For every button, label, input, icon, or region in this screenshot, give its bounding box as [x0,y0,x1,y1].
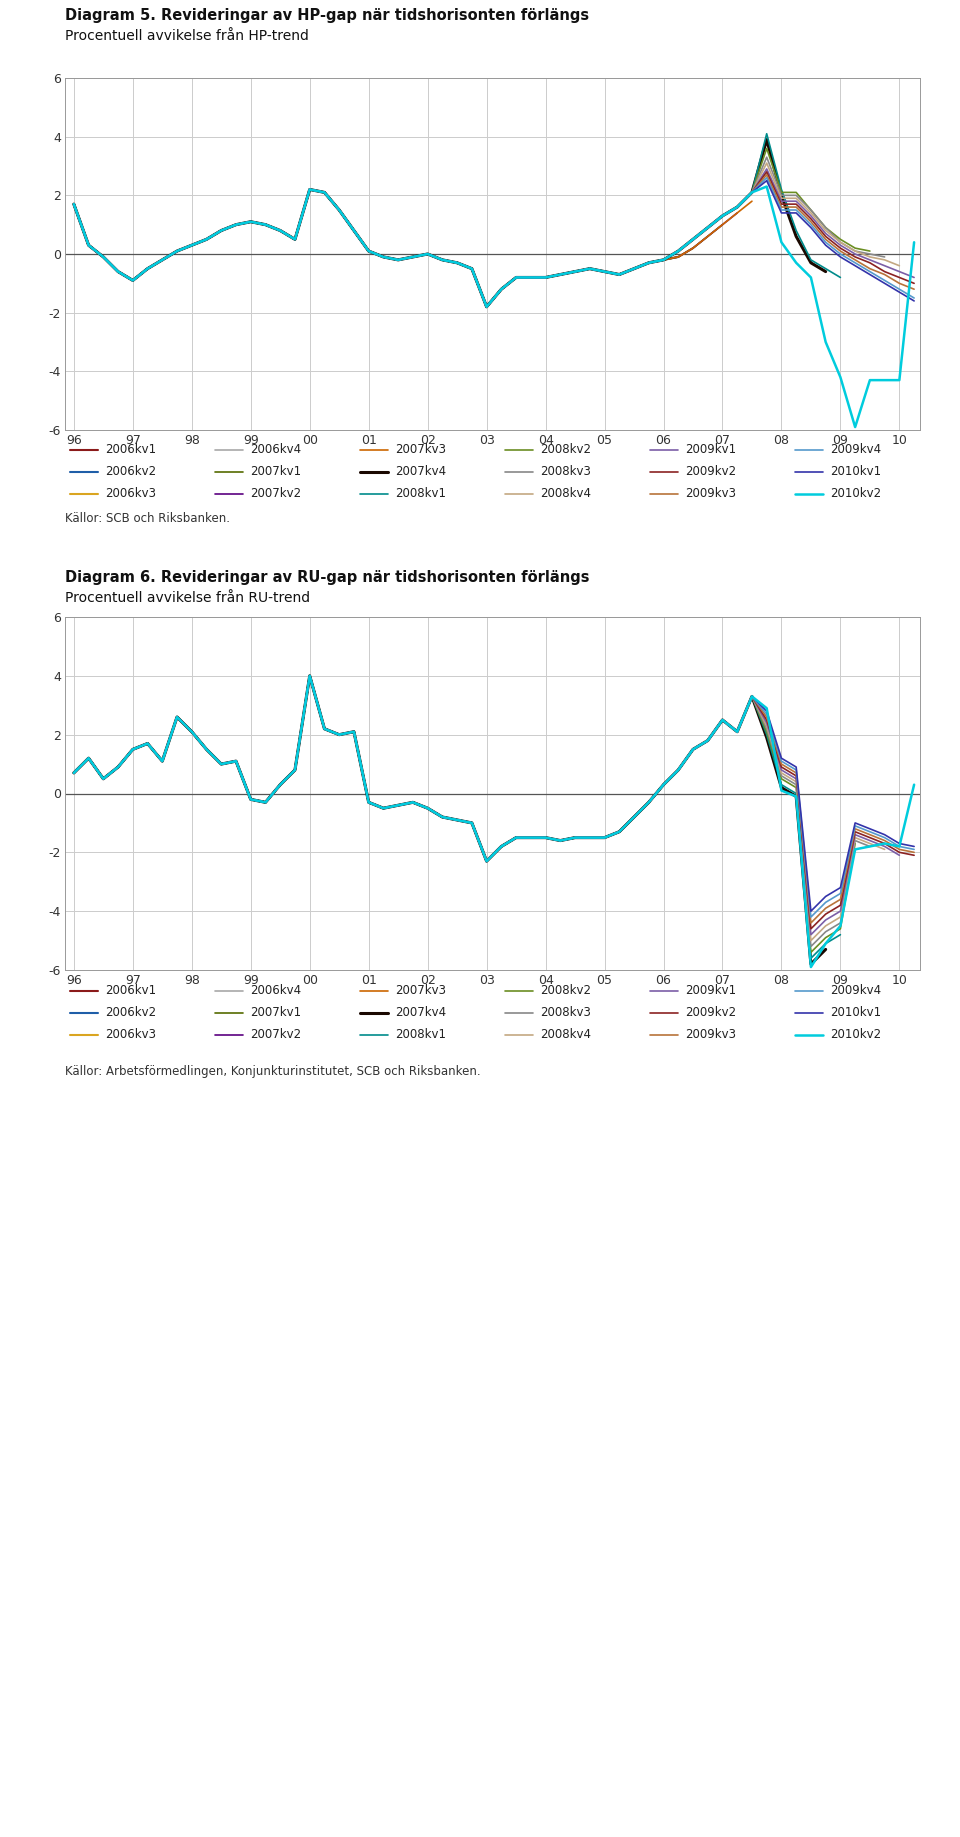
Text: 2009kv4: 2009kv4 [830,985,881,997]
Text: 2008kv4: 2008kv4 [540,487,591,500]
Text: 2006kv4: 2006kv4 [250,443,301,456]
Text: 2006kv4: 2006kv4 [250,985,301,997]
Text: 2009kv1: 2009kv1 [685,443,736,456]
Text: 2006kv1: 2006kv1 [105,443,156,456]
Text: Procentuell avvikelse från HP-trend: Procentuell avvikelse från HP-trend [65,29,309,42]
Text: Diagram 6. Revideringar av RU-gap när tidshorisonten förlängs: Diagram 6. Revideringar av RU-gap när ti… [65,569,589,584]
Text: 2008kv2: 2008kv2 [540,443,591,456]
Text: 2009kv2: 2009kv2 [685,465,736,478]
Text: 2007kv1: 2007kv1 [250,1007,301,1020]
Text: 6 – EKONOMISKA KOMMENTARER NR 4, 2010: 6 – EKONOMISKA KOMMENTARER NR 4, 2010 [340,1811,620,1824]
Text: 2007kv2: 2007kv2 [250,487,301,500]
Text: 2010kv2: 2010kv2 [830,487,881,500]
Text: 2007kv4: 2007kv4 [395,465,446,478]
Text: 2008kv4: 2008kv4 [540,1029,591,1042]
Text: 2009kv3: 2009kv3 [685,487,736,500]
Text: Procentuell avvikelse från RU-trend: Procentuell avvikelse från RU-trend [65,592,310,604]
Text: 2009kv1: 2009kv1 [685,985,736,997]
Text: 2007kv4: 2007kv4 [395,1007,446,1020]
Text: Diagram 5. Revideringar av HP-gap när tidshorisonten förlängs: Diagram 5. Revideringar av HP-gap när ti… [65,7,589,24]
Text: 2007kv3: 2007kv3 [395,443,446,456]
Text: 2006kv1: 2006kv1 [105,985,156,997]
Text: 2008kv2: 2008kv2 [540,985,591,997]
Text: 2010kv1: 2010kv1 [830,465,881,478]
Text: 2010kv1: 2010kv1 [830,1007,881,1020]
Text: 2006kv2: 2006kv2 [105,1007,156,1020]
Text: 2009kv3: 2009kv3 [685,1029,736,1042]
Text: Källor: SCB och Riksbanken.: Källor: SCB och Riksbanken. [65,513,230,525]
Text: 2007kv1: 2007kv1 [250,465,301,478]
Text: 2008kv1: 2008kv1 [395,487,446,500]
Text: 2008kv3: 2008kv3 [540,1007,590,1020]
Text: 2010kv2: 2010kv2 [830,1029,881,1042]
Text: 2008kv1: 2008kv1 [395,1029,446,1042]
Text: 2009kv4: 2009kv4 [830,443,881,456]
Text: Källor: Arbetsförmedlingen, Konjunkturinstitutet, SCB och Riksbanken.: Källor: Arbetsförmedlingen, Konjunkturin… [65,1065,481,1078]
Text: 2006kv3: 2006kv3 [105,487,156,500]
Text: 2006kv3: 2006kv3 [105,1029,156,1042]
Text: 2007kv3: 2007kv3 [395,985,446,997]
Text: 2009kv2: 2009kv2 [685,1007,736,1020]
Text: 2007kv2: 2007kv2 [250,1029,301,1042]
Text: 2008kv3: 2008kv3 [540,465,590,478]
Text: 2006kv2: 2006kv2 [105,465,156,478]
